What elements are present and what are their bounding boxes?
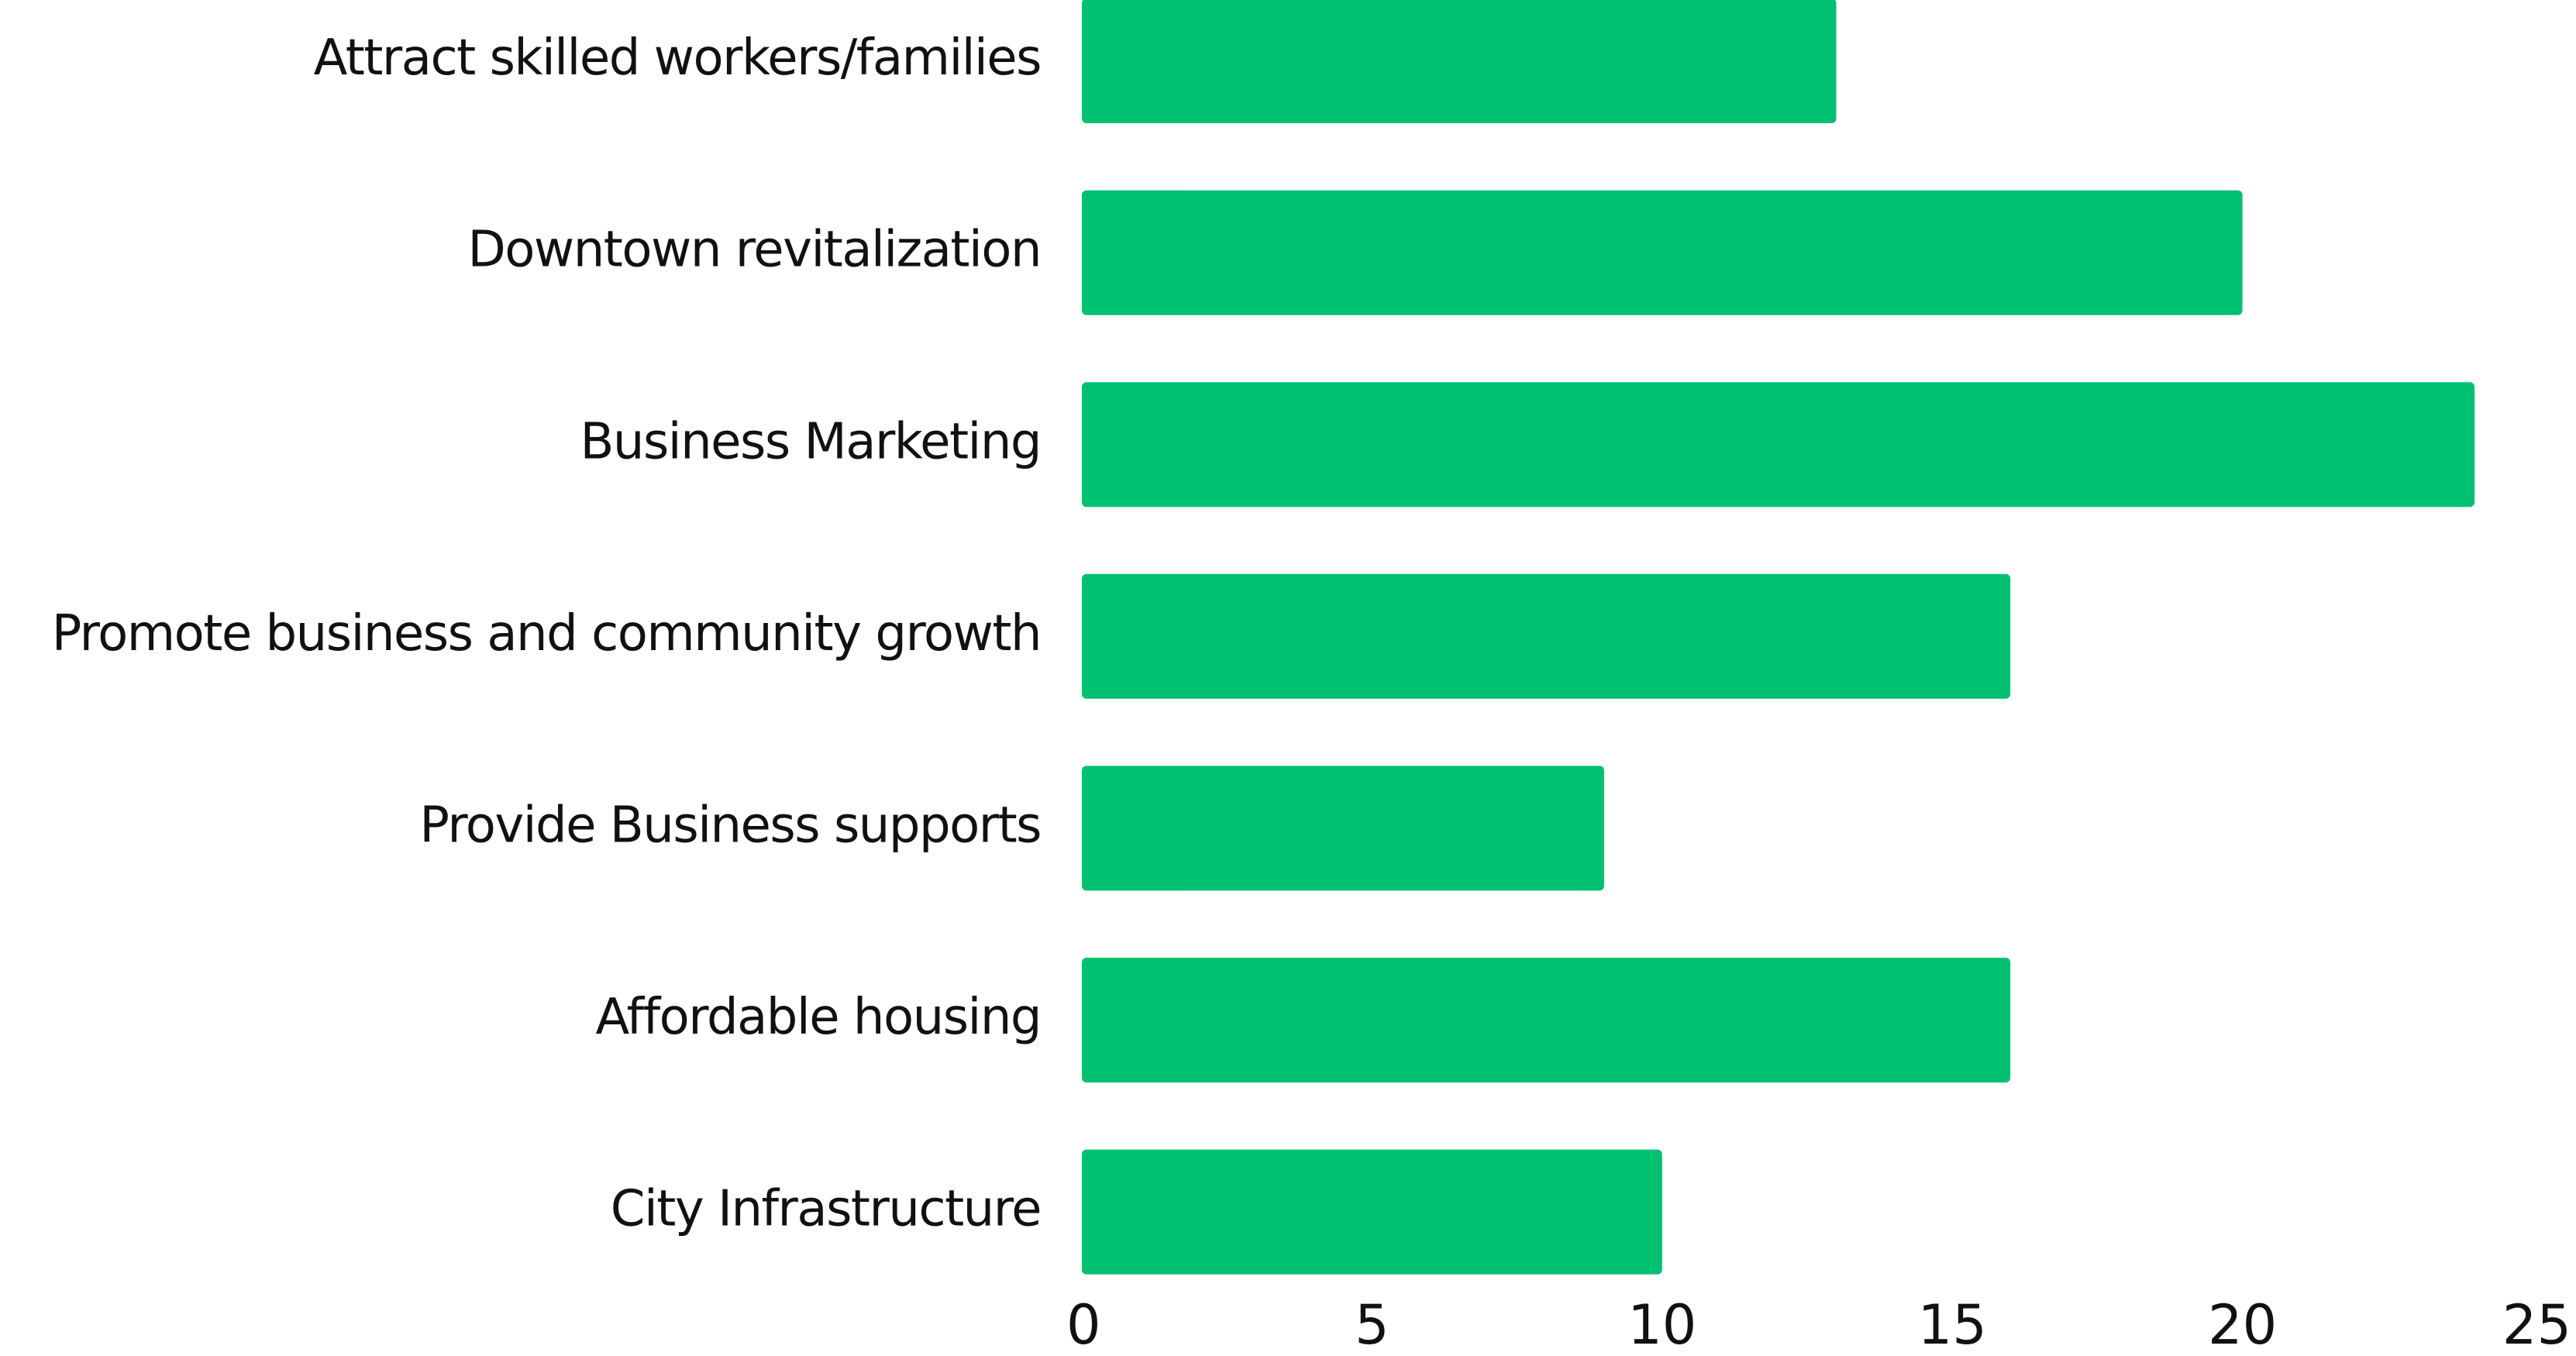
bar	[1082, 573, 2011, 699]
y-tick-label: Attract skilled workers/families	[314, 29, 1041, 87]
x-tick-label: 5	[1355, 1293, 1390, 1356]
x-tick-label: 20	[2208, 1293, 2277, 1356]
bar	[1082, 958, 2011, 1082]
x-tick-label: 25	[2502, 1293, 2571, 1356]
bar	[1082, 190, 2243, 315]
y-tick-label: Affordable housing	[596, 989, 1041, 1046]
y-tick-label: City Infrastructure	[611, 1181, 1041, 1238]
y-tick-label: Promote business and community growth	[52, 605, 1041, 663]
x-tick-label: 0	[1066, 1293, 1101, 1356]
bar	[1082, 766, 1604, 891]
bar	[1082, 1149, 1662, 1275]
x-tick-label: 15	[1918, 1293, 1987, 1356]
y-tick-label: Downtown revitalization	[467, 222, 1041, 279]
x-tick-label: 10	[1627, 1293, 1696, 1356]
bar	[1082, 0, 1837, 123]
y-tick-label: Provide Business supports	[419, 797, 1041, 854]
bar	[1082, 382, 2475, 508]
y-tick-label: Business Marketing	[580, 413, 1041, 470]
